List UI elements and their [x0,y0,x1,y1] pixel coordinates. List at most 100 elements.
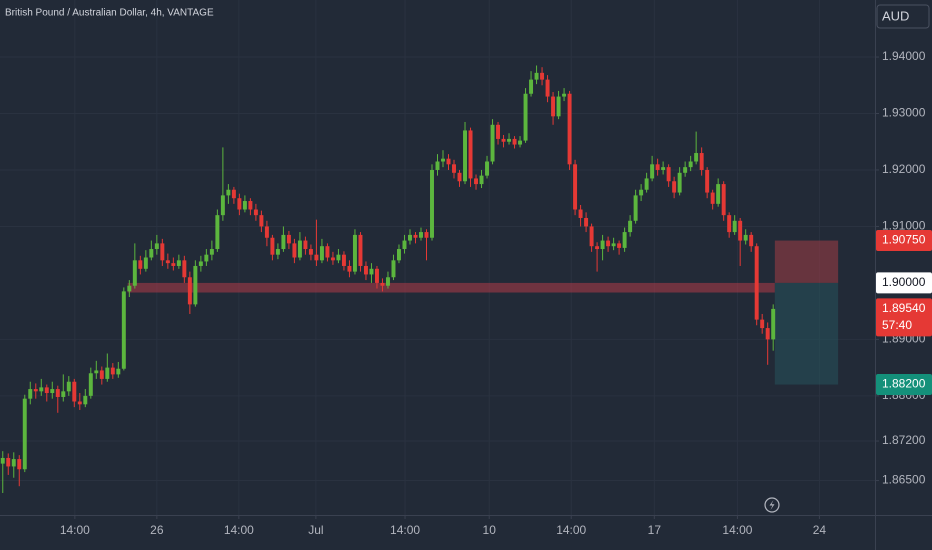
candle-body [716,184,721,204]
candle-body [77,401,82,405]
candle-body [319,246,324,261]
candle-body [33,389,38,392]
candle-body [303,240,308,250]
replay-icon[interactable] [764,497,780,513]
price-label: 1.89540 [882,301,926,315]
candle-body [501,138,506,142]
candle-body [347,265,352,272]
candle-body [485,161,490,176]
x-tick-label: 17 [648,523,662,537]
candle-body [540,72,545,80]
price-label-box [876,298,932,337]
candle-body [231,189,236,199]
candle-body [66,381,71,392]
candle-body [237,198,242,210]
candle-body [496,124,501,139]
y-tick-label: 1.91000 [882,219,926,233]
price-label-box [876,374,932,396]
candle-body [435,161,440,170]
candle-body [672,181,677,193]
candle-body [215,215,220,250]
candle-body [765,328,770,340]
candle-body [83,395,88,405]
candle-body [518,140,523,145]
candle-body [99,370,104,379]
candle-body [556,96,561,117]
candle-body [655,164,660,170]
candle-body [297,240,302,258]
candle-body [771,308,776,340]
candle-body [633,195,638,221]
candle-body [452,164,456,173]
candle-body [562,93,567,97]
x-tick-label: 26 [150,523,164,537]
candle-body [749,234,754,247]
candle-body [529,79,534,94]
candle-body [589,226,594,247]
x-tick-label: 14:00 [556,523,586,537]
candle-body [50,389,55,394]
stop-zone [774,240,839,283]
price-label-box [876,230,932,252]
candle-body [138,260,143,269]
candle-body [39,387,44,392]
candle-body [490,124,495,162]
candle-body [341,254,346,266]
candle-body [28,389,33,399]
candle-body [551,96,556,117]
candle-body [165,260,170,264]
candle-body [308,249,313,255]
candle-body [699,153,704,170]
candle-body [275,249,280,255]
candle-body [457,172,462,182]
candle-body [754,246,759,320]
candle-body [352,234,357,272]
countdown: 57:40 [882,318,912,332]
x-tick-label: 10 [483,523,497,537]
y-tick-label: 1.92000 [882,162,926,176]
candle-body [578,209,583,218]
candle-body [694,153,699,162]
candle-body [286,234,291,244]
candle-body [402,240,407,250]
currency[interactable]: AUD [882,8,909,23]
candle-body [677,172,682,193]
candle-body [732,220,737,233]
candle-body [611,243,616,247]
candles [0,65,776,493]
candle-body [419,232,423,238]
candle-body [369,268,374,275]
candle-body [622,232,627,248]
candle-body [17,459,22,470]
price-label-box [876,272,932,294]
candle-body [385,277,390,286]
candle-body [567,93,572,165]
candle-body [683,167,688,173]
candle-body [22,398,27,470]
candle-body [738,220,743,241]
candle-body [507,138,512,142]
candle-body [595,246,600,250]
candle-body [171,263,176,266]
candle-body [127,285,132,292]
y-tick-label: 1.93000 [882,106,926,120]
y-tick-label: 1.94000 [882,49,926,63]
candle-body [44,387,49,394]
candle-body [363,265,368,275]
candle-body [88,373,93,396]
candle-body [182,260,187,278]
y-tick-label: 1.87200 [882,433,926,447]
candle-body [512,138,517,145]
candle-body [380,282,385,286]
target-zone [774,282,839,385]
x-tick-label: Jul [308,523,323,537]
candle-body [391,260,396,278]
candle-body [105,367,110,379]
currency-button[interactable] [876,4,930,29]
candle-body [248,201,253,210]
candle-body [743,234,748,241]
candle-body [55,389,60,397]
candle-body [72,381,77,402]
candle-body [721,184,726,216]
